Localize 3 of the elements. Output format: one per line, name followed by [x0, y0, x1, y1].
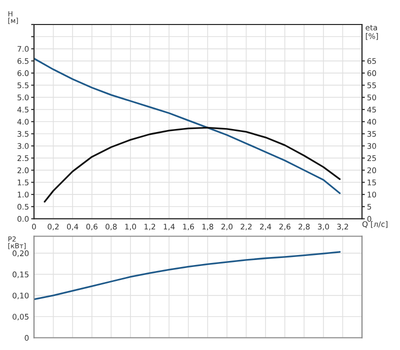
line-series	[34, 58, 341, 194]
line-series	[44, 126, 341, 203]
line-series	[34, 251, 341, 300]
